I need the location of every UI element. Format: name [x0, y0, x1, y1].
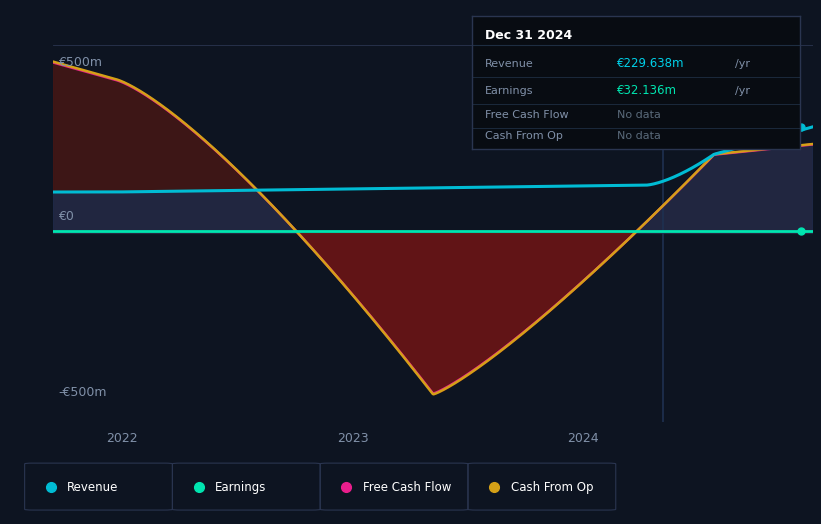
Text: Past: Past	[775, 67, 801, 80]
Text: Dec 31 2024: Dec 31 2024	[485, 29, 572, 42]
Text: €500m: €500m	[58, 56, 102, 69]
Text: €32.136m: €32.136m	[617, 84, 677, 97]
Text: No data: No data	[617, 110, 660, 119]
Text: Cash From Op: Cash From Op	[485, 131, 563, 141]
Text: No data: No data	[617, 131, 660, 141]
Text: 2024: 2024	[566, 432, 599, 445]
Text: €0: €0	[58, 210, 74, 223]
Text: Revenue: Revenue	[67, 481, 119, 494]
Text: 2023: 2023	[337, 432, 369, 445]
Text: 2022: 2022	[107, 432, 138, 445]
Text: Revenue: Revenue	[485, 59, 534, 69]
Text: -€500m: -€500m	[58, 386, 107, 399]
Text: /yr: /yr	[735, 85, 750, 95]
Text: €229.638m: €229.638m	[617, 57, 684, 70]
Text: Free Cash Flow: Free Cash Flow	[485, 110, 569, 119]
Text: Earnings: Earnings	[215, 481, 267, 494]
Text: Earnings: Earnings	[485, 85, 534, 95]
Text: Free Cash Flow: Free Cash Flow	[363, 481, 452, 494]
Text: /yr: /yr	[735, 59, 750, 69]
Text: Cash From Op: Cash From Op	[511, 481, 593, 494]
